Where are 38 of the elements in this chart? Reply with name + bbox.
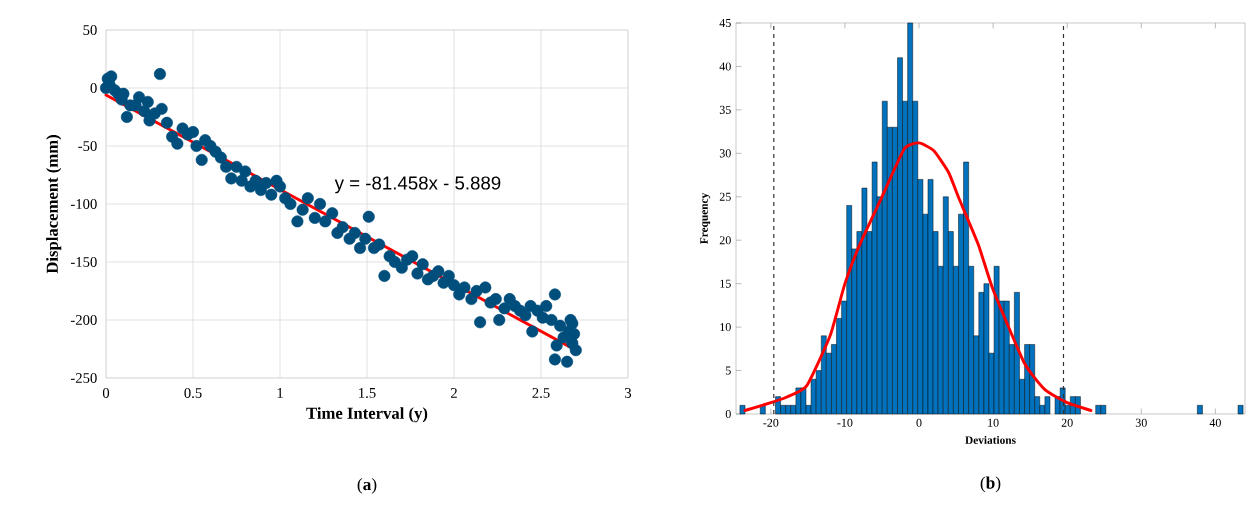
x-tick-label: 0.5 <box>184 388 202 398</box>
text: (a) <box>357 478 377 494</box>
y-tick-label: 45 <box>719 18 731 28</box>
y-tick-label: 25 <box>719 192 731 201</box>
x-tick-label: -10 <box>837 418 853 427</box>
annotation: y = -81.458x - 5.889 <box>334 176 501 194</box>
y-axis-title: Displacement (mm) <box>46 135 62 274</box>
x-tick-label: 1.5 <box>359 388 376 398</box>
y-tick-label: 5 <box>725 366 731 375</box>
y-tick-label: 30 <box>719 149 731 158</box>
x-tick-label: 2 <box>450 388 457 398</box>
y-tick-label: -250 <box>70 373 97 383</box>
y-tick-label: -150 <box>70 257 97 267</box>
y-tick-label: 10 <box>720 323 731 332</box>
text: (b) <box>980 476 1001 493</box>
x-tick-label: 1 <box>277 388 283 398</box>
y-tick-label: -200 <box>70 315 97 325</box>
x-tick-label: 30 <box>1135 418 1147 427</box>
x-tick-label: 10 <box>988 418 999 427</box>
x-tick-label: -20 <box>763 418 779 427</box>
x-axis-title: Time Interval (y) <box>306 407 428 423</box>
y-tick-label: 40 <box>719 62 731 71</box>
y-tick-label: 0 <box>725 409 731 419</box>
y-tick-label: 0 <box>90 83 97 93</box>
y-tick-label: 50 <box>83 25 97 35</box>
y-tick-label: -100 <box>70 199 97 209</box>
y-tick-label: -50 <box>78 141 97 151</box>
x-tick-label: 2.5 <box>532 388 550 398</box>
x-tick-label: 0 <box>102 388 110 398</box>
x-axis-title: Deviations <box>965 435 1016 444</box>
y-axis-title: Frequency <box>700 192 711 245</box>
y-tick-label: 20 <box>719 236 731 245</box>
x-tick-label: 40 <box>1209 418 1221 427</box>
x-tick-label: 0 <box>916 418 922 427</box>
x-tick-label: 3 <box>625 388 632 398</box>
x-tick-label: 20 <box>1061 418 1073 427</box>
y-tick-label: 35 <box>719 105 731 114</box>
y-tick-label: 15 <box>720 279 731 288</box>
